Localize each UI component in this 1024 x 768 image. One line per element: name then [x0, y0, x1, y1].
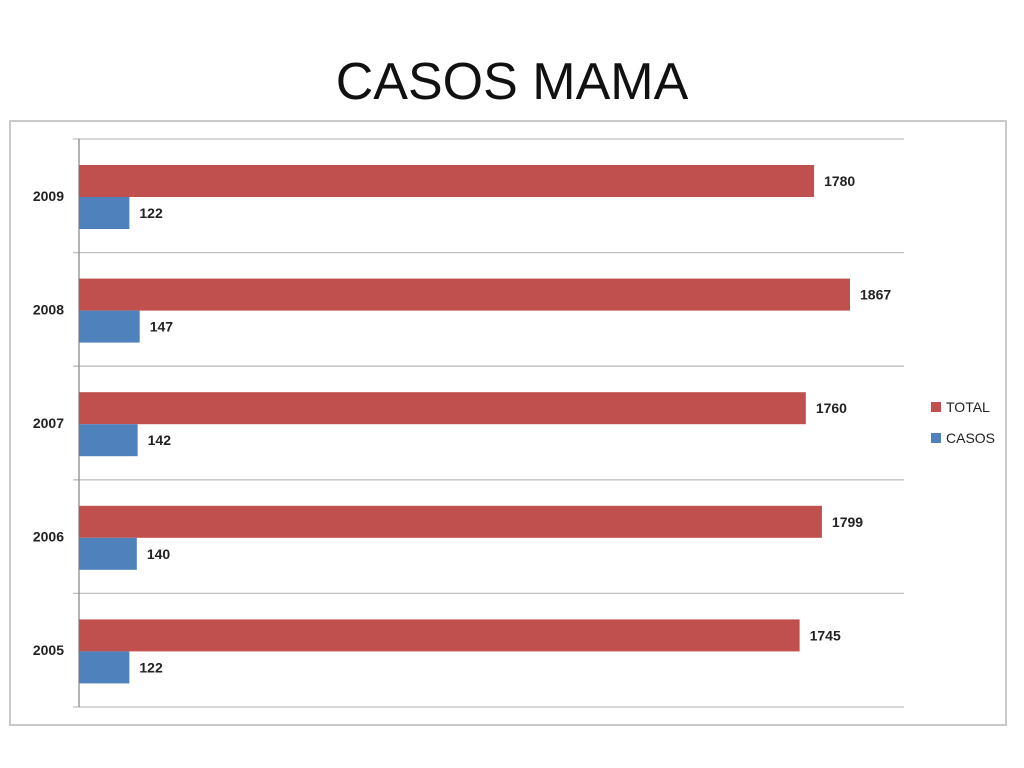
slide-title: CASOS MAMA — [335, 53, 689, 111]
bar-total — [79, 505, 822, 538]
legend-label-casos: CASOS — [946, 430, 995, 446]
legend-label-total: TOTAL — [946, 399, 990, 415]
y-tick-label: 2007 — [33, 415, 64, 431]
bar-total — [79, 165, 815, 197]
legend-swatch-casos — [931, 433, 941, 443]
bar-casos — [79, 424, 138, 457]
data-label-casos: 122 — [139, 205, 163, 221]
data-label-total: 1760 — [816, 400, 847, 416]
chart-frame: 2005 1745 122 2006 1799 140 2007 1760 142 2008 186… — [9, 120, 1007, 726]
y-tick-label: 2006 — [33, 529, 64, 545]
data-label-casos: 142 — [148, 432, 172, 448]
data-label-total: 1745 — [810, 627, 841, 643]
bar-casos — [79, 310, 140, 343]
bar-total — [79, 392, 806, 425]
data-label-casos: 147 — [150, 319, 174, 335]
data-label-casos: 140 — [147, 546, 171, 562]
legend-swatch-total — [931, 402, 941, 412]
data-label-total: 1867 — [860, 287, 891, 303]
bar-chart: 2005 1745 122 2006 1799 140 2007 1760 142 2008 186… — [33, 138, 995, 708]
bar-casos — [79, 651, 130, 684]
data-label-casos: 122 — [139, 659, 163, 675]
bar-casos — [79, 537, 137, 570]
y-tick-label: 2005 — [33, 642, 64, 658]
bar-total — [79, 619, 800, 652]
bar-casos — [79, 197, 130, 229]
data-label-total: 1780 — [824, 173, 855, 189]
y-tick-label: 2009 — [33, 188, 64, 204]
y-tick-label: 2008 — [33, 301, 64, 317]
bar-total — [79, 278, 850, 311]
data-label-total: 1799 — [832, 514, 863, 530]
